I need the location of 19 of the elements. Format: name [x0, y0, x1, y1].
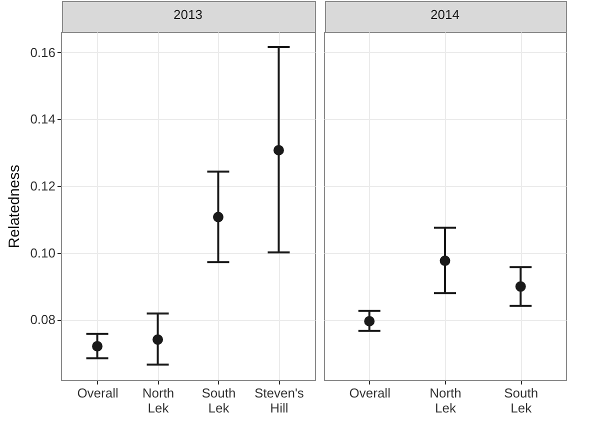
x-tick-label: North Lek — [142, 386, 174, 416]
x-tick-label: South Lek — [504, 386, 538, 416]
chart-title: 2014 — [430, 7, 460, 22]
y-tick-label: 0.08 — [30, 312, 56, 328]
x-tick-label: Overall — [77, 386, 118, 400]
y-tick-label: 0.14 — [30, 112, 56, 127]
y-tick-label: 0.10 — [30, 245, 56, 260]
x-tick-label: Overall — [349, 386, 391, 400]
point — [152, 334, 164, 345]
x-tick-label: Steven's Hill — [254, 386, 304, 416]
point — [212, 212, 224, 222]
point — [273, 144, 284, 156]
y-tick-label: 0.16 — [30, 44, 56, 60]
point — [92, 341, 103, 352]
chart-title: 2013 — [174, 7, 202, 22]
x-tick-label: North Lek — [430, 386, 462, 416]
x-tick-label: South Lek — [202, 386, 236, 416]
y-tick-label: 0.12 — [30, 178, 56, 194]
y-axis-title: Relatedness — [6, 164, 24, 248]
